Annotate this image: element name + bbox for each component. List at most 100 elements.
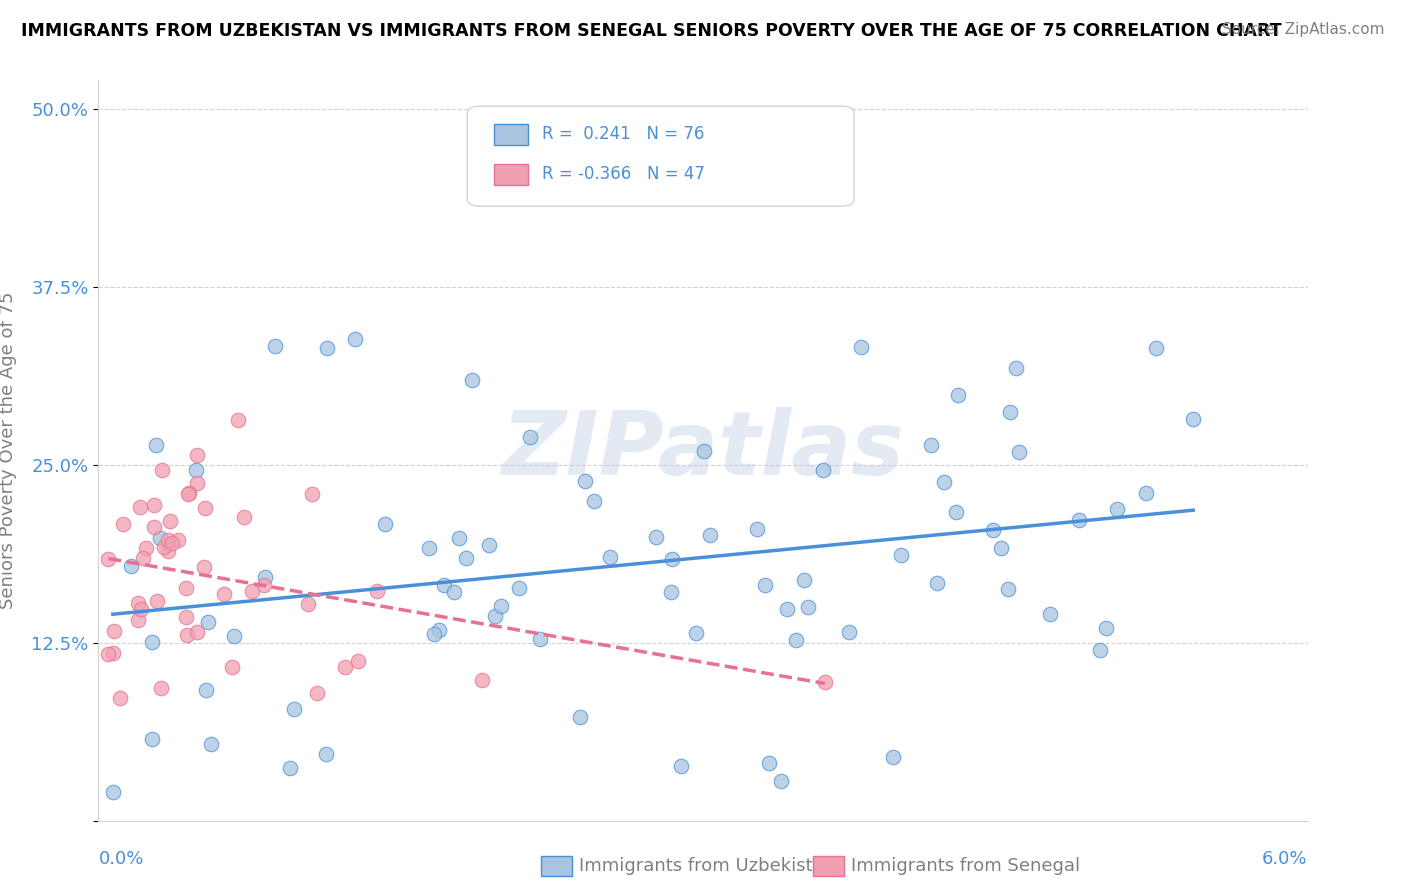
Point — [519, 430, 541, 444]
Point — [152, 463, 174, 477]
Point — [132, 551, 155, 566]
Point — [194, 501, 217, 516]
Point — [146, 594, 169, 608]
Point — [335, 660, 357, 674]
Point — [1182, 412, 1205, 426]
Point — [793, 573, 815, 587]
Point — [315, 747, 337, 761]
Point — [112, 517, 135, 532]
Point — [159, 514, 181, 528]
Text: Source: ZipAtlas.com: Source: ZipAtlas.com — [1222, 22, 1385, 37]
Point — [814, 675, 837, 690]
Text: Immigrants from Senegal: Immigrants from Senegal — [851, 857, 1080, 875]
Text: Immigrants from Uzbekistan: Immigrants from Uzbekistan — [579, 857, 835, 875]
Text: R =  0.241   N = 76: R = 0.241 N = 76 — [543, 126, 704, 144]
Point — [127, 596, 149, 610]
Point — [422, 627, 444, 641]
Point — [838, 625, 860, 640]
Point — [1095, 621, 1118, 635]
Point — [120, 559, 142, 574]
Point — [176, 628, 198, 642]
Point — [141, 732, 163, 747]
Point — [471, 673, 494, 687]
Point — [200, 737, 222, 751]
Point — [186, 624, 208, 639]
Text: ZIPatlas: ZIPatlas — [502, 407, 904, 494]
Point — [97, 648, 120, 662]
Point — [263, 339, 285, 353]
Point — [443, 585, 465, 599]
Y-axis label: Seniors Poverty Over the Age of 75: Seniors Poverty Over the Age of 75 — [0, 292, 17, 609]
Point — [226, 413, 249, 427]
Point — [135, 541, 157, 555]
Point — [927, 575, 949, 590]
Point — [344, 333, 367, 347]
Point — [599, 549, 621, 564]
Point — [222, 629, 245, 643]
Point — [981, 523, 1004, 537]
Point — [948, 388, 970, 402]
Point — [174, 610, 197, 624]
Point — [101, 646, 124, 660]
Point — [97, 551, 120, 566]
FancyBboxPatch shape — [494, 124, 527, 145]
Point — [508, 581, 530, 595]
Point — [1144, 341, 1167, 355]
Point — [316, 342, 339, 356]
Point — [427, 623, 450, 637]
Point — [758, 756, 780, 771]
Point — [1039, 607, 1062, 621]
Point — [253, 578, 276, 592]
Point — [945, 505, 967, 519]
Point — [932, 475, 955, 489]
Point — [278, 761, 301, 775]
Point — [882, 750, 904, 764]
Point — [659, 585, 682, 599]
Point — [745, 522, 768, 536]
Point — [890, 548, 912, 562]
Point — [920, 437, 942, 451]
Point — [776, 602, 799, 616]
Point — [156, 533, 179, 548]
Point — [177, 485, 200, 500]
Point — [449, 531, 471, 545]
Point — [1005, 361, 1028, 376]
Point — [212, 587, 235, 601]
Point — [149, 531, 172, 545]
Point — [1069, 513, 1091, 527]
Point — [461, 373, 484, 387]
FancyBboxPatch shape — [467, 106, 855, 206]
Point — [1000, 405, 1022, 419]
Point — [232, 509, 254, 524]
Point — [699, 528, 721, 542]
Point — [174, 581, 197, 595]
Point — [478, 538, 501, 552]
Point — [128, 500, 150, 514]
Point — [796, 600, 818, 615]
Point — [484, 609, 506, 624]
Point — [221, 660, 243, 674]
Point — [529, 632, 551, 647]
Point — [347, 654, 370, 668]
Point — [785, 632, 807, 647]
Point — [693, 444, 716, 458]
Point — [990, 541, 1012, 555]
Point — [184, 462, 207, 476]
Point — [160, 535, 183, 549]
Point — [582, 494, 605, 508]
Point — [149, 681, 172, 695]
Point — [454, 550, 477, 565]
Point — [297, 597, 319, 611]
Point — [129, 602, 152, 616]
Point — [240, 584, 263, 599]
Point — [186, 475, 208, 490]
Point — [418, 541, 440, 556]
Point — [108, 691, 131, 706]
Point — [811, 463, 834, 477]
Point — [433, 578, 456, 592]
Point — [1135, 486, 1157, 500]
Point — [101, 785, 124, 799]
Text: 6.0%: 6.0% — [1263, 850, 1308, 868]
Text: 0.0%: 0.0% — [98, 850, 143, 868]
Point — [489, 599, 512, 613]
